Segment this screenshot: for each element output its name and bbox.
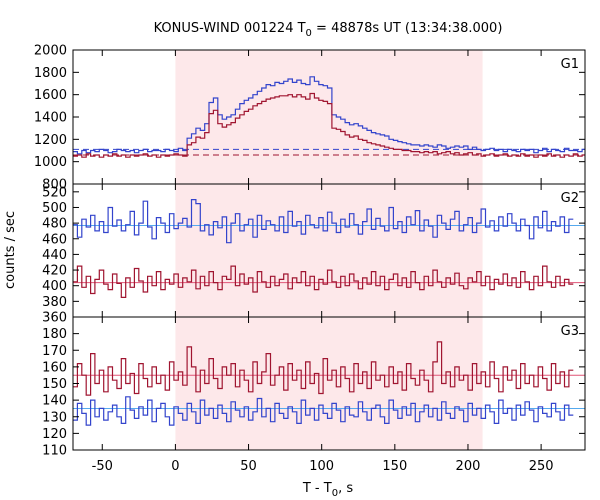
y-tick-label: 420: [42, 264, 67, 279]
x-tick-label: 150: [382, 459, 407, 474]
y-tick-label: 480: [42, 217, 67, 232]
shaded-interval: [175, 50, 483, 184]
y-tick-label: 460: [42, 232, 67, 247]
y-tick-label: 1200: [34, 133, 67, 148]
y-tick-label: 1000: [34, 155, 67, 170]
panel-label: G3: [561, 324, 579, 339]
panel-label: G2: [561, 191, 579, 206]
panel-g1: 800 1000 1200 1400 1600 1800 2000 G1: [34, 44, 586, 193]
x-axis-label-sub: 0: [332, 488, 338, 499]
y-tick-label: 800: [42, 178, 67, 193]
panels-group: 800100012001400160018002000G136038040042…: [34, 44, 586, 474]
series-line: [73, 265, 574, 298]
y-tick-label: 170: [42, 344, 67, 359]
y-tick-label: 110: [42, 444, 67, 459]
y-axis-label: counts / sec: [3, 211, 18, 289]
y-tick-label: 500: [42, 201, 67, 216]
x-tick-label: 0: [171, 459, 179, 474]
x-tick-label: 250: [529, 459, 554, 474]
y-tick-label: 130: [42, 410, 67, 425]
y-tick-label: 400: [42, 279, 67, 294]
y-tick-label: 440: [42, 248, 67, 263]
y-tick-label: 360: [42, 311, 67, 326]
y-tick-label: 1800: [34, 66, 67, 81]
panel-label: G1: [561, 57, 579, 72]
x-tick-label: 200: [456, 459, 481, 474]
series-line: [73, 76, 585, 155]
y-tick-label: 2000: [34, 44, 67, 59]
series-line: [73, 199, 574, 244]
shaded-interval: [175, 184, 483, 317]
y-tick-label: 520: [42, 185, 67, 200]
y-tick-label: 160: [42, 360, 67, 375]
y-tick-label: 180: [42, 327, 67, 342]
y-tick-label: 120: [42, 427, 67, 442]
series-line: [73, 341, 574, 396]
x-tick-label: 50: [240, 459, 257, 474]
shaded-interval: [175, 317, 483, 450]
y-tick-label: 380: [42, 295, 67, 310]
x-tick-label: 100: [309, 459, 334, 474]
y-tick-label: 1600: [34, 88, 67, 103]
chart-title: KONUS-WIND 001224 T0 = 48878s UT (13:34:…: [154, 21, 503, 39]
y-tick-label: 150: [42, 377, 67, 392]
x-tick-label: -50: [92, 459, 113, 474]
series-line: [73, 396, 574, 426]
y-tick-label: 1400: [34, 111, 67, 126]
x-axis-label-rest: , s: [338, 481, 353, 496]
chart-title-rest: = 48878s UT (13:34:38.000): [312, 21, 502, 36]
chart-title-sub: 0: [306, 28, 312, 39]
x-axis-label: T - T0, s: [302, 481, 353, 499]
y-tick-label: 140: [42, 394, 67, 409]
series-line: [73, 92, 585, 158]
